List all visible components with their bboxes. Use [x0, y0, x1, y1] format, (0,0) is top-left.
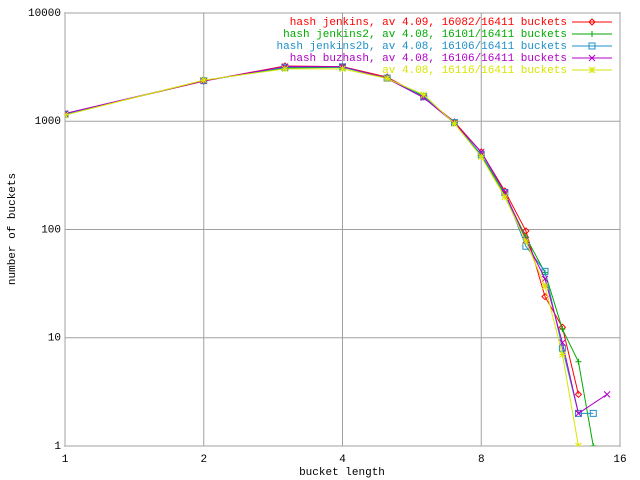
y-tick-label: 1000: [35, 116, 61, 128]
point: [574, 409, 582, 417]
point: [281, 63, 289, 71]
legend-label: hash buzhash, av 4.08, 16106/16411 bucke…: [290, 53, 567, 65]
legend-label: hash jenkins2, av 4.08, 16101/16411 buck…: [283, 29, 567, 41]
point: [65, 110, 69, 118]
point: [541, 282, 549, 290]
y-axis-label: number of buckets: [7, 173, 19, 285]
legend-marker: [589, 31, 595, 37]
x-tick-label: 16: [613, 454, 626, 466]
legend-marker: [588, 18, 596, 26]
point: [420, 91, 428, 99]
point: [383, 75, 391, 82]
point: [522, 227, 530, 235]
point: [589, 409, 597, 417]
x-tick-label: 4: [339, 454, 346, 466]
point: [590, 443, 597, 446]
plot-area: [65, 62, 611, 446]
series-line: [65, 66, 608, 415]
point: [603, 390, 611, 398]
point: [575, 358, 582, 365]
y-tick-label: 10: [48, 333, 61, 345]
series-line: [65, 65, 579, 395]
point: [501, 188, 509, 196]
series-line: [65, 66, 594, 414]
point: [281, 65, 289, 73]
legend-marker: [588, 66, 596, 74]
point: [451, 120, 458, 128]
x-axis-label: bucket length: [299, 467, 385, 479]
legend-label: hash jenkins, av 4.09, 16082/16411 bucke…: [290, 17, 567, 29]
point: [559, 351, 566, 358]
y-tick-label: 1: [54, 441, 61, 453]
point: [575, 410, 582, 417]
legend-marker: [588, 54, 596, 62]
series-line: [65, 68, 579, 446]
point: [575, 442, 582, 446]
point: [477, 153, 485, 161]
point: [501, 193, 509, 201]
y-tick-label: 10000: [28, 8, 61, 20]
x-tick-label: 2: [200, 454, 207, 466]
legend-label: av 4.08, 16116/16411 buckets: [382, 65, 567, 77]
legend-marker: [588, 42, 596, 50]
point: [559, 326, 566, 333]
x-tick-label: 8: [478, 454, 485, 466]
series-line: [65, 66, 594, 446]
point: [522, 237, 530, 245]
point: [65, 111, 69, 119]
point: [574, 390, 583, 399]
point: [339, 65, 346, 73]
legend-label: hash jenkins2b, av 4.08, 16106/16411 buc…: [277, 41, 567, 53]
y-tick-label: 100: [41, 224, 61, 236]
point: [420, 94, 428, 102]
x-tick-label: 1: [62, 454, 69, 466]
point: [200, 76, 208, 84]
